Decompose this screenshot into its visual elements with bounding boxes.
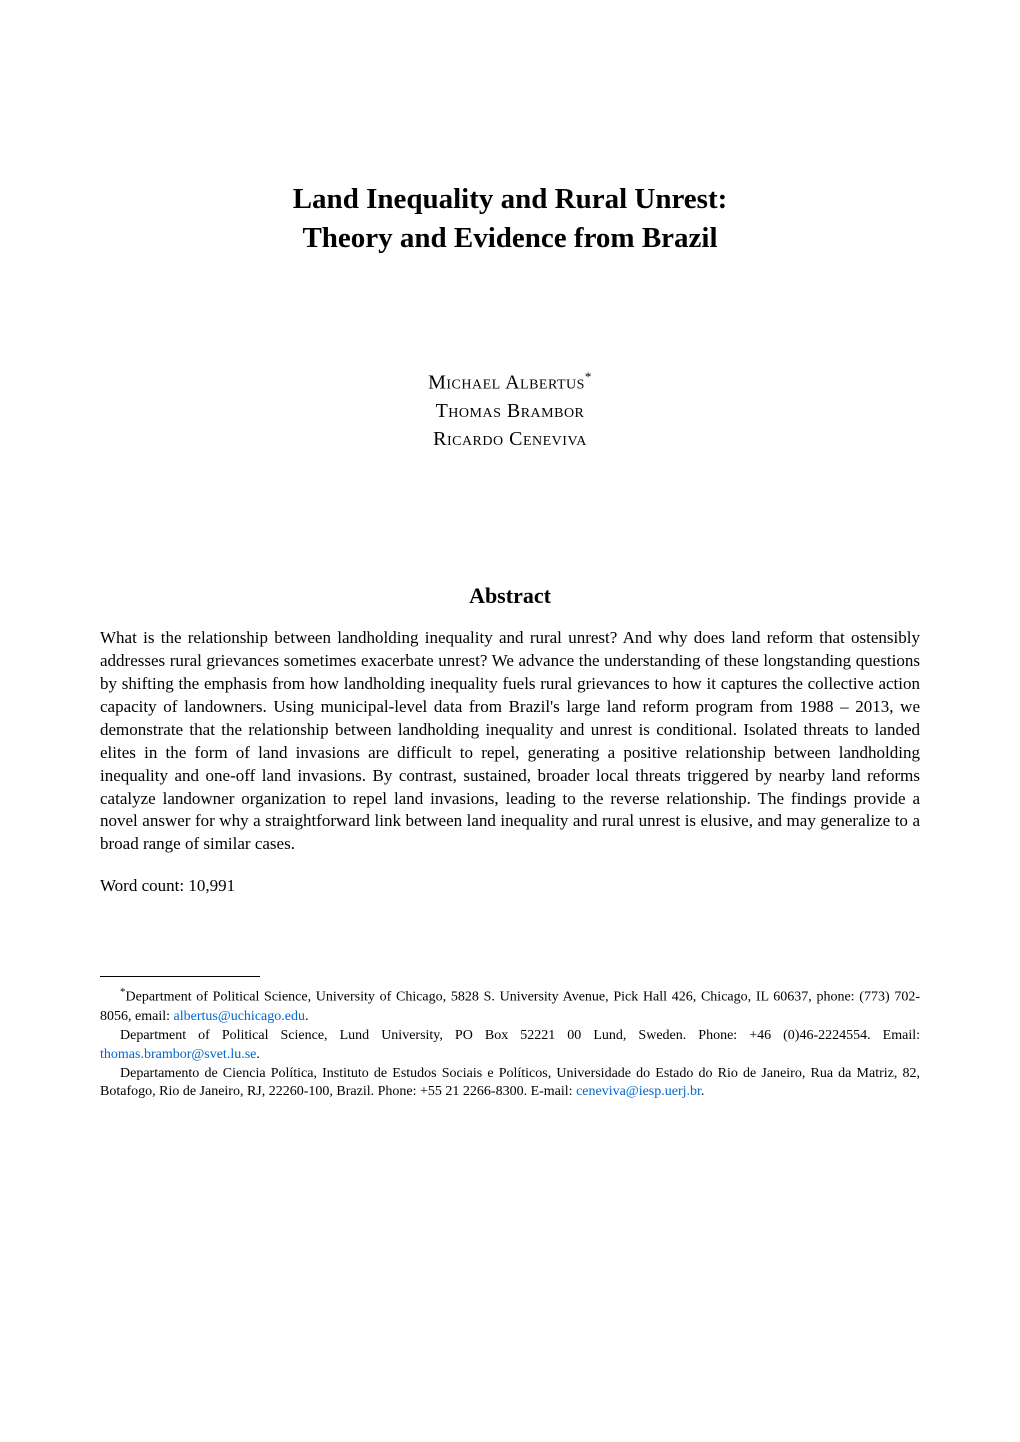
footnote-rule	[100, 976, 260, 977]
footnote-2-after: .	[256, 1047, 260, 1062]
author-3: Ricardo Ceneviva	[100, 425, 920, 453]
footnote-3: Departamento de Ciencia Política, Instit…	[100, 1065, 920, 1103]
author-3-name: Ricardo Ceneviva	[433, 428, 587, 450]
footnote-2: Department of Political Science, Lund Un…	[100, 1027, 920, 1065]
footnote-1: *Department of Political Science, Univer…	[100, 985, 920, 1026]
footnote-3-link[interactable]: ceneviva@iesp.uerj.br	[576, 1084, 701, 1099]
word-count: Word count: 10,991	[100, 876, 920, 896]
abstract-text: What is the relationship between landhol…	[100, 627, 920, 856]
author-2-name: Thomas Brambor	[436, 400, 585, 422]
author-1-marker: *	[585, 369, 592, 384]
footnote-2-link[interactable]: thomas.brambor@svet.lu.se	[100, 1047, 256, 1062]
paper-title-block: Land Inequality and Rural Unrest: Theory…	[100, 180, 920, 258]
author-2: Thomas Brambor	[100, 397, 920, 425]
footnote-3-before: Departamento de Ciencia Política, Instit…	[100, 1066, 920, 1100]
author-1: Michael Albertus*	[100, 368, 920, 397]
author-1-name: Michael Albertus	[428, 372, 585, 394]
footnotes-block: *Department of Political Science, Univer…	[100, 985, 920, 1102]
authors-block: Michael Albertus* Thomas Brambor Ricardo…	[100, 368, 920, 453]
abstract-heading: Abstract	[100, 583, 920, 609]
title-line-2: Theory and Evidence from Brazil	[100, 219, 920, 258]
title-line-1: Land Inequality and Rural Unrest:	[100, 180, 920, 219]
footnote-1-after: .	[305, 1009, 309, 1024]
footnote-2-before: Department of Political Science, Lund Un…	[120, 1028, 920, 1043]
footnote-1-link[interactable]: albertus@uchicago.edu	[174, 1009, 305, 1024]
footnote-3-after: .	[701, 1084, 705, 1099]
